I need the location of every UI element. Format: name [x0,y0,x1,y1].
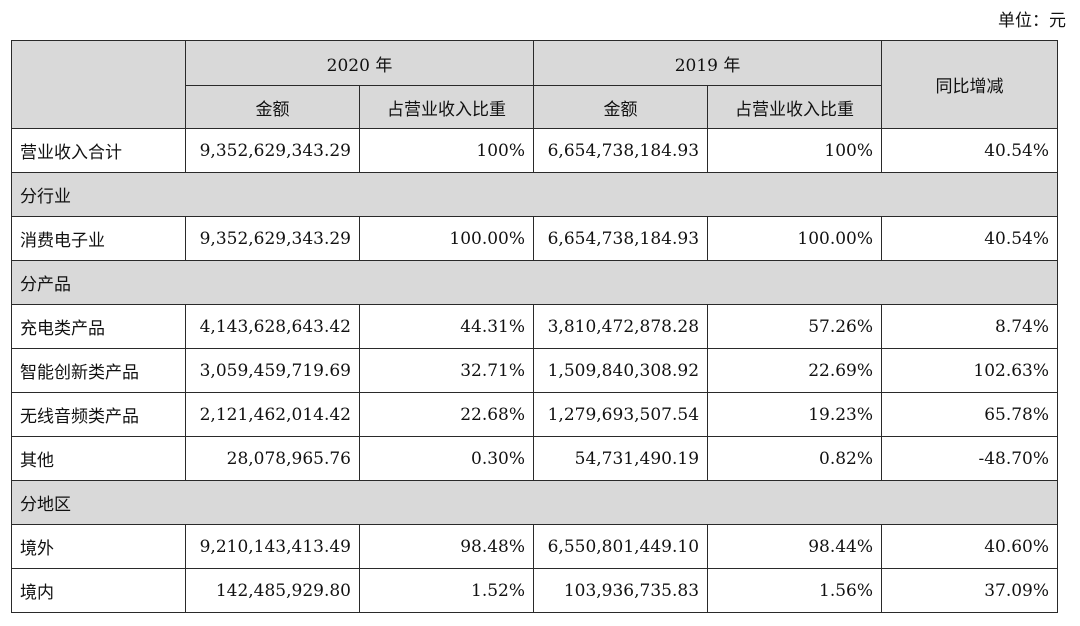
table-row: 境外 9,210,143,413.49 98.48% 6,550,801,449… [11,524,1059,569]
yoy-cell: 40.60% [881,524,1059,569]
share-2019-cell: 100% [707,128,883,173]
row-label: 充电类产品 [11,304,186,349]
amount-2019-cell: 6,654,738,184.93 [533,216,709,261]
row-label: 消费电子业 [11,216,186,261]
share-2020-cell: 22.68% [358,392,535,437]
revenue-table: 2020 年 2019 年 同比增减 金额 占营业收入比重 金额 占营业收入比重… [10,40,1059,613]
share-2020-cell: 100% [358,128,535,173]
amount-2020-cell: 9,352,629,343.29 [185,216,360,261]
table-row: 充电类产品 4,143,628,643.42 44.31% 3,810,472,… [11,304,1059,349]
share-2019-cell: 98.44% [707,524,883,569]
share-2019-cell: 0.82% [707,436,883,481]
header-share-2019: 占营业收入比重 [707,85,883,129]
yoy-cell: -48.70% [881,436,1059,481]
unit-label: 单位：元 [998,11,1066,31]
amount-2019-cell: 54,731,490.19 [533,436,709,481]
amount-2019-cell: 103,936,735.83 [533,568,709,613]
amount-2019-cell: 1,279,693,507.54 [533,392,709,437]
group-row: 分行业 [10,172,1059,217]
row-label: 境外 [11,524,186,569]
share-2020-cell: 32.71% [358,348,535,393]
group-label: 分地区 [10,480,1059,525]
header-corner [11,40,186,129]
amount-2020-cell: 3,059,459,719.69 [185,348,360,393]
header-amount-2019: 金额 [533,85,709,129]
yoy-cell: 40.54% [881,128,1059,173]
amount-2020-cell: 9,352,629,343.29 [185,128,360,173]
yoy-cell: 37.09% [881,568,1059,613]
share-2020-cell: 98.48% [358,524,535,569]
amount-2020-cell: 2,121,462,014.42 [185,392,360,437]
group-label: 分行业 [10,172,1059,217]
share-2019-cell: 57.26% [707,304,883,349]
group-row: 分产品 [10,260,1059,305]
amount-2019-cell: 6,654,738,184.93 [533,128,709,173]
share-2020-cell: 100.00% [358,216,535,261]
share-2019-cell: 100.00% [707,216,883,261]
yoy-cell: 102.63% [881,348,1059,393]
share-2020-cell: 44.31% [358,304,535,349]
table-row: 智能创新类产品 3,059,459,719.69 32.71% 1,509,84… [11,348,1059,393]
group-label: 分产品 [10,260,1059,305]
header-amount-2020: 金额 [185,85,360,129]
amount-2020-cell: 142,485,929.80 [185,568,360,613]
share-2019-cell: 19.23% [707,392,883,437]
share-2020-cell: 0.30% [358,436,535,481]
table-row: 其他 28,078,965.76 0.30% 54,731,490.19 0.8… [11,436,1059,481]
table-row: 无线音频类产品 2,121,462,014.42 22.68% 1,279,69… [11,392,1059,437]
share-2019-cell: 1.56% [707,568,883,613]
yoy-cell: 65.78% [881,392,1059,437]
table-row: 境内 142,485,929.80 1.52% 103,936,735.83 1… [11,568,1059,613]
yoy-cell: 40.54% [881,216,1059,261]
header-yoy: 同比增减 [881,40,1059,129]
row-label: 其他 [11,436,186,481]
header-share-2020: 占营业收入比重 [358,85,535,129]
amount-2019-cell: 1,509,840,308.92 [533,348,709,393]
table-row: 消费电子业 9,352,629,343.29 100.00% 6,654,738… [11,216,1059,261]
group-row: 分地区 [10,480,1059,525]
amount-2020-cell: 4,143,628,643.42 [185,304,360,349]
yoy-cell: 8.74% [881,304,1059,349]
amount-2020-cell: 28,078,965.76 [185,436,360,481]
header-year-2020: 2020 年 [184,40,535,86]
amount-2019-cell: 3,810,472,878.28 [533,304,709,349]
table-row: 营业收入合计 9,352,629,343.29 100% 6,654,738,1… [11,128,1059,173]
share-2020-cell: 1.52% [358,568,535,613]
row-label: 无线音频类产品 [11,392,186,437]
row-label: 营业收入合计 [11,128,186,173]
row-label: 智能创新类产品 [11,348,186,393]
amount-2019-cell: 6,550,801,449.10 [533,524,709,569]
share-2019-cell: 22.69% [707,348,883,393]
header-year-2019: 2019 年 [533,40,883,86]
row-label: 境内 [11,568,186,613]
amount-2020-cell: 9,210,143,413.49 [185,524,360,569]
